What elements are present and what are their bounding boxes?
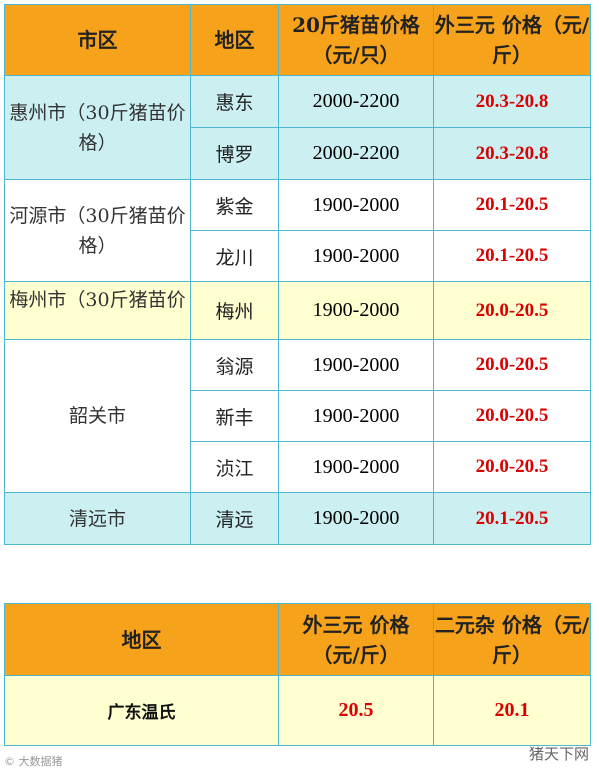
wsy-price-cell: 20.3-20.8 [433, 127, 591, 180]
eyz-price-cell: 20.1 [433, 675, 591, 746]
header-eyz-price: 二元杂 价格（元/斤） [433, 603, 591, 676]
piglet-price-table: 市区 地区 20斤猪苗价格（元/只） 外三元 价格（元/斤） 惠州市（30斤猪苗… [4, 4, 591, 545]
table-row: 龙川 1900-2000 20.1-20.5 [5, 230, 591, 282]
piglet-price-cell: 2000-2200 [278, 75, 434, 128]
wsy-price-cell: 20.0-20.5 [433, 390, 591, 442]
wsy-price-cell: 20.1-20.5 [433, 179, 591, 231]
header-region: 地区 [4, 603, 279, 676]
region-cell: 广东温氏 [4, 675, 279, 746]
city-huizhou: 惠州市（30斤猪苗价格） [4, 75, 191, 180]
header-district: 地区 [190, 4, 279, 76]
wsy-price-cell: 20.5 [278, 675, 434, 746]
wsy-price-cell: 20.3-20.8 [433, 75, 591, 128]
table-row: 河源市（30斤猪苗价格） 紫金 1900-2000 20.1-20.5 [4, 179, 591, 282]
table-row: 博罗 2000-2200 20.3-20.8 [5, 127, 591, 180]
piglet-price-cell: 1900-2000 [278, 281, 434, 340]
city-heyuan: 河源市（30斤猪苗价格） [4, 179, 191, 282]
table-row: 韶关市 翁源 1900-2000 20.0-20.5 [4, 339, 591, 493]
header-city: 市区 [4, 4, 191, 76]
piglet-price-cell: 2000-2200 [278, 127, 434, 180]
wsy-price-cell: 20.1-20.5 [433, 230, 591, 282]
header-piglet-price: 20斤猪苗价格（元/只） [278, 4, 434, 76]
district-cell: 博罗 [190, 127, 279, 180]
district-cell: 浈江 [190, 441, 279, 493]
piglet-price-cell: 1900-2000 [278, 492, 434, 545]
wsy-price-cell: 20.0-20.5 [433, 281, 591, 340]
piglet-price-cell: 1900-2000 [278, 390, 434, 442]
city-meizhou: 梅州市（30斤猪苗价 [4, 281, 191, 340]
wsy-price-cell: 20.1-20.5 [433, 492, 591, 545]
header-wsy-price: 外三元 价格（元/斤） [278, 603, 434, 676]
table-row: 新丰 1900-2000 20.0-20.5 [5, 390, 591, 442]
wsy-price-cell: 20.0-20.5 [433, 441, 591, 493]
header-wsy-price: 外三元 价格（元/斤） [433, 4, 591, 76]
wsy-price-cell: 20.0-20.5 [433, 339, 591, 391]
district-cell: 翁源 [190, 339, 279, 391]
district-cell: 新丰 [190, 390, 279, 442]
district-cell: 清远 [190, 492, 279, 545]
table-row: 清远市 清远 1900-2000 20.1-20.5 [4, 492, 591, 545]
city-qingyuan: 清远市 [4, 492, 191, 545]
piglet-price-cell: 1900-2000 [278, 339, 434, 391]
source-watermark: © 大数据猪 [4, 755, 63, 768]
table-row: 浈江 1900-2000 20.0-20.5 [5, 441, 591, 493]
wens-price-table: 地区 外三元 价格（元/斤） 二元杂 价格（元/斤） 广东温氏 20.5 20.… [4, 603, 591, 746]
wechat-brand-label: 猪天下网 [528, 745, 589, 763]
piglet-price-cell: 1900-2000 [278, 441, 434, 493]
piglet-price-cell: 1900-2000 [278, 230, 434, 282]
district-cell: 梅州 [190, 281, 279, 340]
district-cell: 惠东 [190, 75, 279, 128]
table-row: 梅州市（30斤猪苗价 梅州 1900-2000 20.0-20.5 [4, 281, 591, 340]
city-meizhou-label: 梅州市（30斤猪苗价 [9, 288, 186, 311]
piglet-price-cell: 1900-2000 [278, 179, 434, 231]
table-row: 广东温氏 20.5 20.1 [4, 675, 591, 746]
district-cell: 龙川 [190, 230, 279, 282]
district-cell: 紫金 [190, 179, 279, 231]
city-shaoguan: 韶关市 [4, 339, 191, 493]
table-row: 惠州市（30斤猪苗价格） 惠东 2000-2200 20.3-20.8 [4, 75, 591, 180]
